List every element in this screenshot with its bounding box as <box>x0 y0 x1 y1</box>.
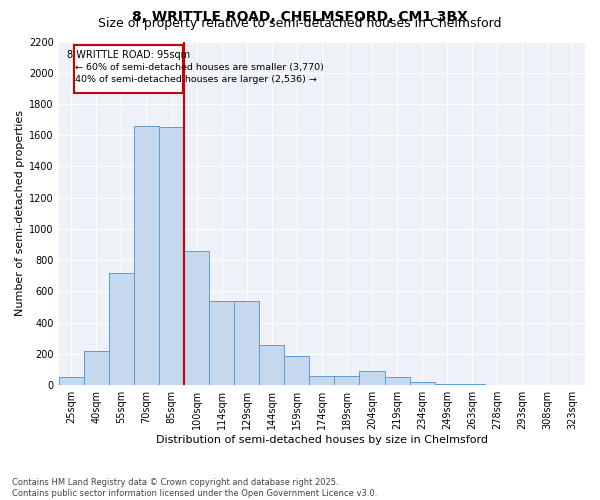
Text: Size of property relative to semi-detached houses in Chelmsford: Size of property relative to semi-detach… <box>98 18 502 30</box>
Bar <box>209 301 234 385</box>
Bar <box>359 371 385 385</box>
Bar <box>259 344 284 385</box>
Bar <box>334 376 359 385</box>
Bar <box>385 378 410 385</box>
Bar <box>134 126 159 385</box>
Bar <box>434 384 460 385</box>
Bar <box>284 356 310 385</box>
Bar <box>184 251 209 385</box>
Y-axis label: Number of semi-detached properties: Number of semi-detached properties <box>15 110 25 316</box>
Text: 8 WRITTLE ROAD: 95sqm: 8 WRITTLE ROAD: 95sqm <box>67 50 190 60</box>
Bar <box>234 301 259 385</box>
Bar <box>410 382 434 385</box>
Bar <box>460 384 485 385</box>
Bar <box>159 128 184 385</box>
Text: ← 60% of semi-detached houses are smaller (3,770): ← 60% of semi-detached houses are smalle… <box>75 62 324 72</box>
Text: 40% of semi-detached houses are larger (2,536) →: 40% of semi-detached houses are larger (… <box>75 75 317 84</box>
FancyBboxPatch shape <box>74 44 183 93</box>
Text: Contains HM Land Registry data © Crown copyright and database right 2025.
Contai: Contains HM Land Registry data © Crown c… <box>12 478 377 498</box>
Text: 8, WRITTLE ROAD, CHELMSFORD, CM1 3BX: 8, WRITTLE ROAD, CHELMSFORD, CM1 3BX <box>132 10 468 24</box>
Bar <box>84 351 109 385</box>
Bar <box>310 376 334 385</box>
Bar <box>59 376 84 385</box>
X-axis label: Distribution of semi-detached houses by size in Chelmsford: Distribution of semi-detached houses by … <box>156 435 488 445</box>
Bar <box>109 272 134 385</box>
